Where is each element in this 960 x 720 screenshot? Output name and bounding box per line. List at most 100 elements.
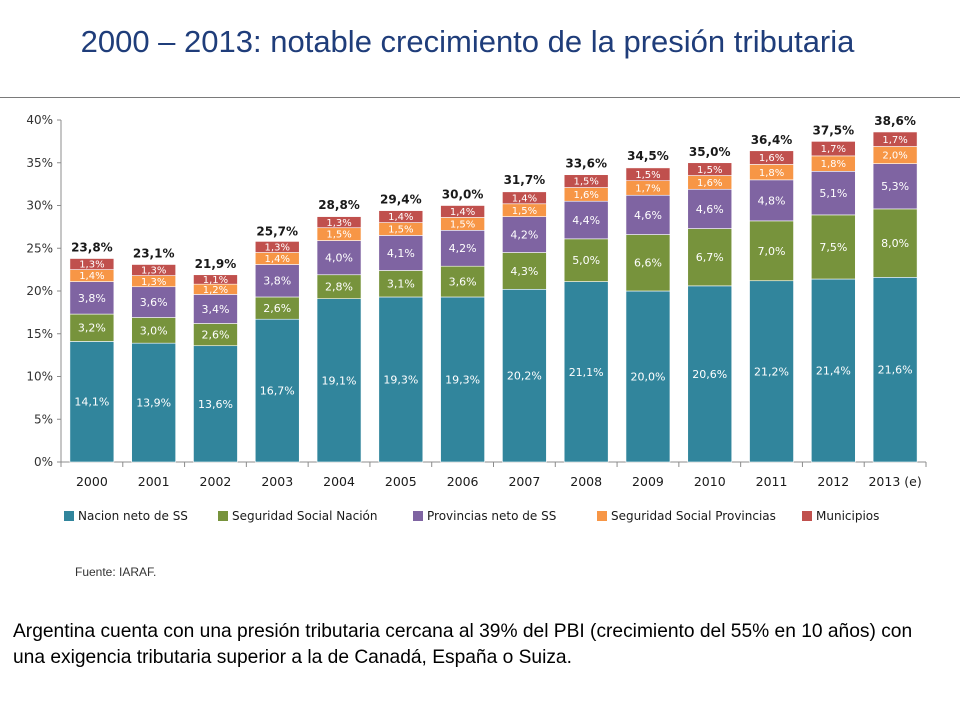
legend-swatch <box>64 511 74 521</box>
data-label: 14,1% <box>74 396 109 409</box>
total-label: 31,7% <box>504 173 546 187</box>
bar-segment <box>131 286 176 318</box>
data-label: 13,6% <box>198 398 233 411</box>
data-label: 3,1% <box>387 278 415 291</box>
data-label: 19,3% <box>445 373 480 386</box>
data-label: 16,7% <box>260 385 295 398</box>
bar-segment <box>687 228 733 287</box>
bar-segment <box>872 208 918 278</box>
data-label: 4,6% <box>634 209 662 222</box>
bar-segment <box>563 174 609 188</box>
bar-segment <box>440 296 485 463</box>
data-label: 1,5% <box>326 230 351 241</box>
bar-segment <box>378 210 424 223</box>
total-label: 23,8% <box>71 241 113 255</box>
y-tick-label: 40% <box>26 113 53 127</box>
data-label: 3,0% <box>140 324 168 337</box>
bar-segment <box>625 167 671 182</box>
data-label: 4,4% <box>572 214 600 227</box>
data-label: 5,3% <box>881 180 909 193</box>
total-label: 30,0% <box>442 188 484 202</box>
data-label: 1,1% <box>203 275 228 286</box>
source-note: Fuente: IARAF. <box>75 565 157 579</box>
data-label: 3,8% <box>263 275 291 288</box>
bar-segment <box>440 265 485 298</box>
total-label: 36,4% <box>751 133 793 147</box>
data-label: 4,2% <box>510 229 538 242</box>
data-label: 4,3% <box>510 265 538 278</box>
bar-segment <box>687 188 733 229</box>
bar-segment <box>316 240 362 276</box>
data-label: 20,2% <box>507 370 542 383</box>
data-label: 6,6% <box>634 257 662 270</box>
bar-segment <box>625 234 671 292</box>
data-label: 2,8% <box>325 281 353 294</box>
bar-segment <box>687 162 733 176</box>
total-label: 25,7% <box>256 224 298 238</box>
data-label: 1,2% <box>203 285 228 296</box>
data-label: 1,3% <box>141 266 166 277</box>
x-tick-label: 2003 <box>261 474 293 489</box>
data-label: 5,0% <box>572 254 600 267</box>
data-label: 4,6% <box>696 203 724 216</box>
title-divider <box>0 97 960 98</box>
data-label: 8,0% <box>881 237 909 250</box>
bar-segment <box>440 229 485 267</box>
y-tick-label: 30% <box>26 199 53 213</box>
data-label: 5,1% <box>819 187 847 200</box>
data-label: 3,8% <box>78 292 106 305</box>
bar-segment <box>69 258 115 270</box>
y-tick-label: 25% <box>26 241 53 255</box>
data-label: 4,2% <box>449 242 477 255</box>
data-label: 19,3% <box>383 373 418 386</box>
bar-segment <box>378 270 424 298</box>
bar-segment <box>316 298 362 463</box>
bar-segment <box>749 280 794 463</box>
x-tick-label: 2002 <box>200 474 232 489</box>
data-label: 1,5% <box>573 177 598 188</box>
bar-segment <box>69 281 115 315</box>
data-label: 1,5% <box>450 219 475 230</box>
data-label: 1,6% <box>697 178 722 189</box>
bar-segment <box>254 241 300 253</box>
data-label: 1,4% <box>388 212 413 223</box>
data-label: 21,1% <box>569 366 604 379</box>
x-tick-label: 2005 <box>385 474 417 489</box>
total-label: 35,0% <box>689 145 731 159</box>
y-tick-label: 5% <box>34 412 53 426</box>
data-label: 3,2% <box>78 322 106 335</box>
data-label: 1,8% <box>821 159 846 170</box>
data-label: 4,0% <box>325 252 353 265</box>
x-tick-label: 2010 <box>694 474 726 489</box>
bar-segment <box>872 163 918 210</box>
data-label: 1,4% <box>450 207 475 218</box>
x-tick-label: 2009 <box>632 474 664 489</box>
bar-segment <box>193 345 238 463</box>
bar-segment <box>254 318 300 463</box>
data-label: 2,0% <box>882 151 907 162</box>
data-label: 6,7% <box>696 251 724 264</box>
body-paragraph: Argentina cuenta con una presión tributa… <box>13 621 913 668</box>
data-label: 1,3% <box>265 243 290 254</box>
legend-label: Provincias neto de SS <box>427 509 556 523</box>
data-label: 20,6% <box>692 368 727 381</box>
data-label: 20,0% <box>630 370 665 383</box>
bar-segment <box>811 141 856 157</box>
data-label: 3,6% <box>140 296 168 309</box>
bar-segment <box>625 194 671 235</box>
data-label: 1,3% <box>141 277 166 288</box>
total-label: 28,8% <box>318 198 360 212</box>
data-label: 1,8% <box>759 168 784 179</box>
x-tick-label: 2006 <box>447 474 479 489</box>
data-label: 21,4% <box>816 364 851 377</box>
data-label: 7,0% <box>758 245 786 258</box>
stacked-bar-chart: 0% 5% 10% 15% 20% 25% 30% 35% 40% 14,1% 3,2% 3,8% 1,… <box>26 113 927 523</box>
bar-segment <box>131 264 176 276</box>
bar-segment <box>193 274 238 285</box>
data-label: 4,1% <box>387 247 415 260</box>
bar-segment <box>872 131 918 147</box>
data-label: 1,4% <box>265 254 290 265</box>
data-label: 1,3% <box>79 260 104 271</box>
bar-segment <box>811 278 856 463</box>
x-tick-label: 2012 <box>817 474 849 489</box>
